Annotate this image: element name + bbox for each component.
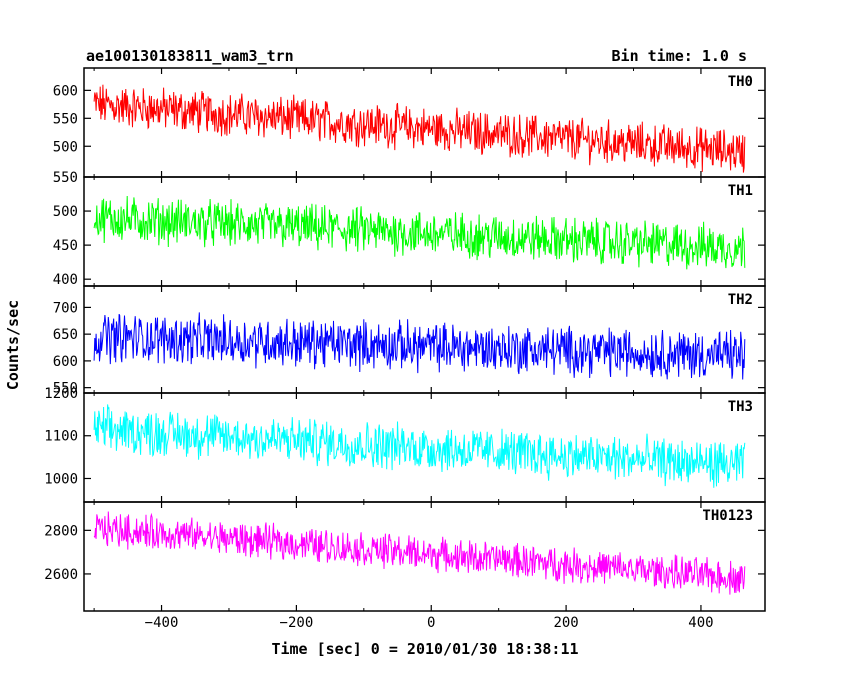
series-line-th1 <box>93 195 746 270</box>
series-line-th0 <box>93 84 746 173</box>
y-tick-label: 450 <box>53 238 78 254</box>
y-tick-label: 2600 <box>44 567 78 583</box>
y-tick-label: 1000 <box>44 471 78 487</box>
y-tick-label: 550 <box>53 111 78 127</box>
panels-group: 500 550 600 TH0 400 450 500 550 TH1 550 600 650 700 T… <box>44 67 766 612</box>
panel-label-th2: TH2 <box>728 292 753 308</box>
series-line-th3 <box>93 404 746 488</box>
y-tick-label: 1200 <box>44 386 78 402</box>
series-line-th2 <box>93 312 746 380</box>
y-tick-label: 500 <box>53 139 78 155</box>
y-tick-label: 1100 <box>44 429 78 445</box>
bin-time-label: Bin time: 1.0 s <box>612 47 747 65</box>
y-tick-label: 400 <box>53 272 78 288</box>
panel-label-th0123: TH0123 <box>702 508 753 524</box>
y-tick-label: 550 <box>53 170 78 186</box>
x-tick-label: 0 <box>427 615 435 631</box>
x-tick-label: −400 <box>145 615 179 631</box>
series-line-th0123 <box>93 511 746 595</box>
y-tick-label: 600 <box>53 83 78 99</box>
x-axis-label: Time [sec] 0 = 2010/01/30 18:38:11 <box>271 640 578 658</box>
panel-th3: 1000 1100 1200 TH3 <box>44 386 766 503</box>
y-tick-label: 700 <box>53 300 78 316</box>
panel-label-th1: TH1 <box>728 183 753 199</box>
x-tick-label: 200 <box>553 615 578 631</box>
chart-title: ae100130183811_wam3_trn <box>86 47 294 65</box>
y-tick-label: 550 <box>53 381 78 397</box>
panel-th1: 400 450 500 550 TH1 <box>53 170 766 288</box>
panel-th0123: 2600 2800 TH0123 <box>44 501 766 612</box>
x-tick-label: −200 <box>280 615 314 631</box>
y-tick-label: 2800 <box>44 523 78 539</box>
y-tick-label: 600 <box>53 354 78 370</box>
panel-th0: 500 550 600 TH0 <box>53 67 766 178</box>
y-tick-label: 650 <box>53 327 78 343</box>
panel-th2: 550 600 650 700 TH2 <box>53 285 766 397</box>
y-tick-label: 500 <box>53 204 78 220</box>
panel-frame <box>83 501 766 612</box>
x-ticks-group: −400 −200 0 200 400 <box>145 615 714 631</box>
x-tick-label: 400 <box>688 615 713 631</box>
panel-label-th0: TH0 <box>728 74 753 90</box>
y-axis-label: Counts/sec <box>4 300 22 390</box>
panel-label-th3: TH3 <box>728 399 753 415</box>
